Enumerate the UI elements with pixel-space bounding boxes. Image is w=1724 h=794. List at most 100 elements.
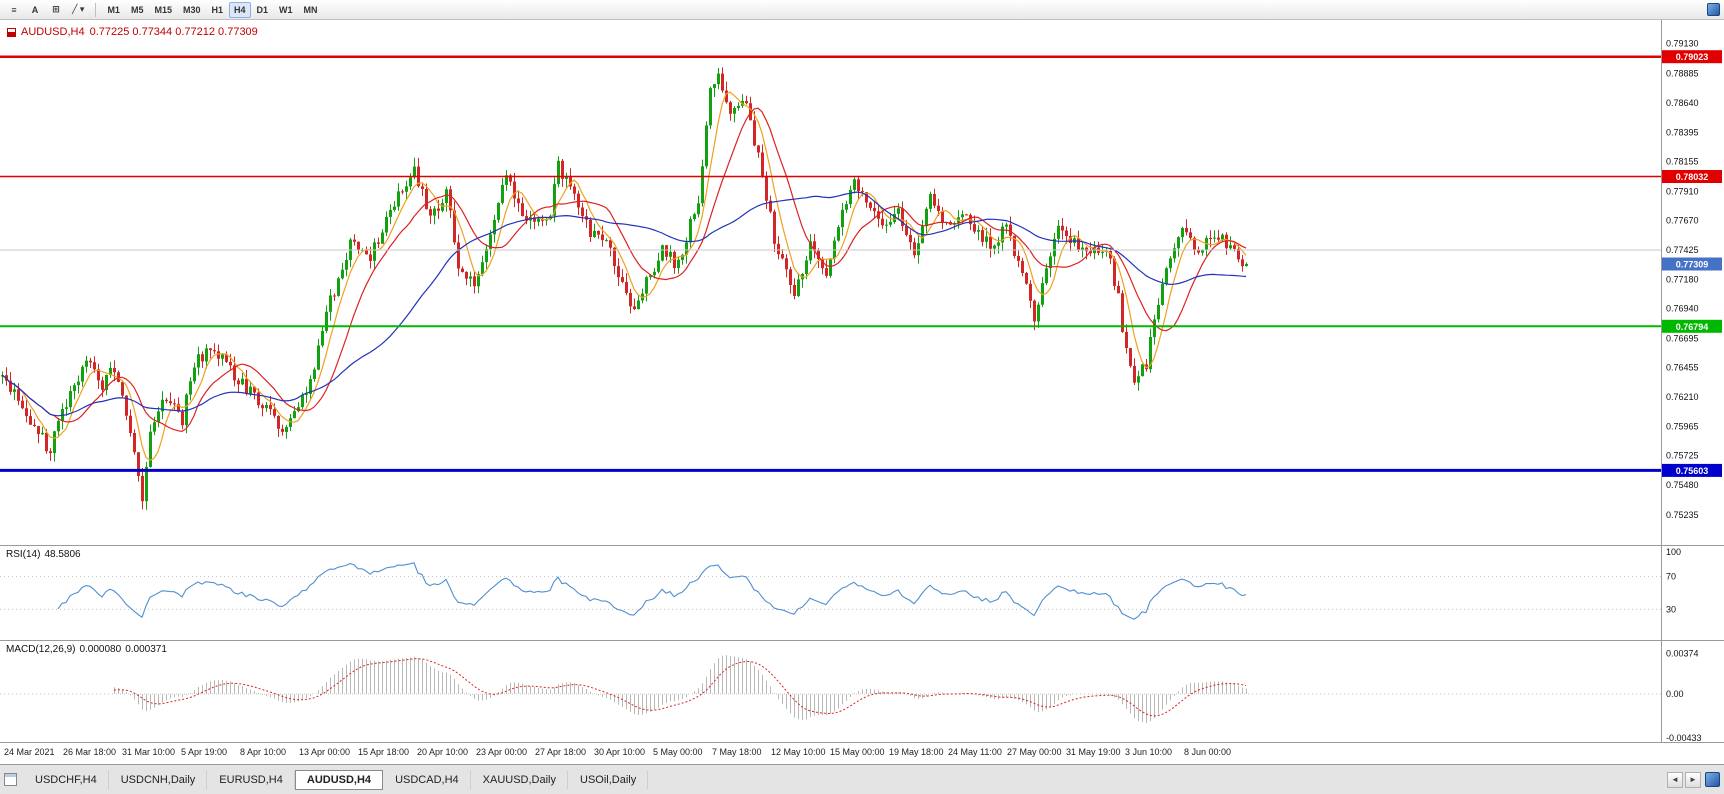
date-label: 8 Jun 00:00 (1184, 747, 1232, 757)
date-label: 5 Apr 19:00 (181, 747, 228, 757)
price-axis-label: 0.77180 (1666, 275, 1699, 285)
price-tag: 0.78032 (1662, 170, 1722, 183)
bottom-corner-icon[interactable] (1705, 772, 1720, 787)
price-tag: 0.77309 (1662, 257, 1722, 271)
price-axis-labels: 0.79130 0.78885 0.78640 0.78395 0.78155 0.779… (1666, 39, 1699, 520)
timeframe-mn[interactable]: MN (303, 4, 318, 15)
date-label: 23 Apr 00:00 (476, 747, 528, 757)
window-icon (4, 773, 17, 786)
price-tag: 0.79023 (1662, 50, 1722, 64)
tab-list: USDCHF,H4 USDCNH,Daily EURUSD,H4 AUDUSD,H4 U… (23, 769, 649, 790)
ma-line-6 (1, 91, 1247, 461)
price-axis-label: 0.76940 (1666, 304, 1699, 314)
main-chart-svg[interactable]: 0.79130 0.78885 0.78640 0.78395 0.78155 0.779… (0, 20, 1724, 545)
timeframe-h4[interactable]: H4 (229, 1, 251, 18)
price-axis-label: 0.78395 (1666, 128, 1699, 138)
timeframe-buttons: M1 M5 M15 M30 H1 H4 D1 W1 MN (102, 0, 322, 19)
toolbar-corner-icon[interactable] (1707, 3, 1720, 16)
text-tool-button[interactable]: A (31, 4, 39, 15)
timeframe-w1[interactable]: W1 (279, 4, 293, 15)
price-axis-label: 0.75725 (1666, 451, 1699, 461)
price-tag: 0.75603 (1662, 463, 1722, 477)
price-axis-label: 0.76210 (1666, 392, 1699, 402)
date-axis: 24 Mar 2021 26 Mar 18:00 31 Mar 10:00 5 Apr… (0, 743, 1724, 764)
tab-scroll-left-button[interactable]: ◄ (1667, 771, 1683, 788)
main-chart-area: 0.79130 0.78885 0.78640 0.78395 0.78155 0.779… (0, 20, 1724, 545)
price-axis-label: 0.78155 (1666, 157, 1699, 167)
svg-text:0.78032: 0.78032 (1676, 172, 1709, 182)
date-label: 24 Mar 2021 (4, 747, 55, 757)
macd-name: MACD(12,26,9) (6, 644, 76, 655)
date-label: 15 Apr 18:00 (358, 747, 410, 757)
price-axis-label: 0.76695 (1666, 333, 1699, 343)
date-label: 30 Apr 10:00 (594, 747, 646, 757)
price-tag: 0.76794 (1662, 319, 1722, 333)
date-label: 8 Apr 10:00 (240, 747, 287, 757)
price-axis-label: 0.75480 (1666, 480, 1699, 490)
macd-panel-separator (0, 640, 1724, 641)
draw-tool-button[interactable]: ╱ ▾ (72, 4, 85, 14)
date-label: 26 Mar 18:00 (63, 747, 117, 757)
date-label: 5 May 00:00 (653, 747, 703, 757)
date-label: 20 Apr 10:00 (417, 747, 469, 757)
date-axis-separator (0, 742, 1724, 743)
rsi-panel: 100 70 30 RSI(14) 48.5806 (0, 546, 1724, 640)
shapes-tool-button[interactable]: ⊞ (52, 4, 60, 14)
date-label: 7 May 18:00 (712, 747, 762, 757)
date-label: 24 May 11:00 (948, 747, 1002, 757)
tab-xauusd-daily[interactable]: XAUUSD,Daily (471, 769, 568, 790)
macd-axis-label: 0.00374 (1666, 649, 1699, 659)
date-label: 12 May 10:00 (771, 747, 826, 757)
date-label: 27 Apr 18:00 (535, 747, 587, 757)
price-axis-label: 0.75965 (1666, 422, 1699, 432)
tab-usdchf-h4[interactable]: USDCHF,H4 (23, 769, 109, 790)
rsi-svg[interactable]: 100 70 30 (0, 546, 1724, 640)
tab-scroll-right-button[interactable]: ► (1685, 771, 1701, 788)
rsi-axis-label: 30 (1666, 604, 1676, 614)
date-label: 19 May 18:00 (889, 747, 944, 757)
timeframe-m15[interactable]: M15 (154, 4, 172, 15)
rsi-line (57, 562, 1247, 620)
tab-audusd-h4[interactable]: AUDUSD,H4 (294, 769, 384, 790)
toolbar-separator (95, 2, 97, 17)
timeframe-d1[interactable]: D1 (256, 4, 269, 15)
rsi-value: 48.5806 (44, 549, 81, 560)
rsi-name: RSI(14) (6, 549, 41, 560)
svg-text:0.75603: 0.75603 (1676, 466, 1709, 476)
bottom-tab-bar: USDCHF,H4 USDCNH,Daily EURUSD,H4 AUDUSD,H4 U… (0, 764, 1724, 794)
price-axis-label: 0.79130 (1666, 39, 1699, 49)
chart-title: AUDUSD,H4 0.77225 0.77344 0.77212 0.7730… (7, 26, 258, 38)
timeframe-m1[interactable]: M1 (107, 4, 120, 15)
timeframe-m30[interactable]: M30 (182, 4, 201, 15)
charts-list-icon[interactable]: ≡ (11, 4, 17, 15)
ma-line-40 (1, 191, 1247, 417)
macd-svg[interactable]: 0.00374 0.00 -0.00433 (0, 641, 1724, 742)
price-axis-label: 0.76455 (1666, 362, 1699, 372)
price-axis-label: 0.77425 (1666, 245, 1699, 255)
toolbar-tools: ≡ A ⊞ ╱ ▾ (4, 0, 89, 19)
rsi-axis-label: 100 (1666, 547, 1681, 557)
tab-usdcad-h4[interactable]: USDCAD,H4 (383, 769, 471, 790)
tab-usdcnh-daily[interactable]: USDCNH,Daily (109, 769, 208, 790)
svg-text:0.76794: 0.76794 (1676, 322, 1709, 332)
date-label: 13 Apr 00:00 (299, 747, 351, 757)
svg-text:0.79023: 0.79023 (1676, 52, 1709, 62)
macd-value-2: 0.000371 (125, 644, 167, 655)
date-label: 27 May 00:00 (1007, 747, 1062, 757)
timeframe-m5[interactable]: M5 (130, 4, 144, 15)
top-toolbar: ≡ A ⊞ ╱ ▾ M1 M5 M15 M30 H1 H4 D1 W1 MN (0, 0, 1724, 20)
price-axis-label: 0.77670 (1666, 215, 1699, 225)
timeframe-h1[interactable]: H1 (211, 4, 224, 15)
chart-symbol-icon (7, 27, 16, 37)
macd-label: MACD(12,26,9) 0.000080 0.000371 (6, 644, 171, 655)
macd-histogram (114, 655, 1247, 724)
date-label: 31 May 19:00 (1066, 747, 1121, 757)
price-axis-label: 0.78640 (1666, 98, 1699, 108)
candlestick-series (1, 67, 1248, 510)
tab-usoil-daily[interactable]: USOil,Daily (568, 769, 649, 790)
rsi-label: RSI(14) 48.5806 (6, 549, 85, 560)
tab-eurusd-h4[interactable]: EURUSD,H4 (207, 769, 295, 790)
macd-value-1: 0.000080 (79, 644, 122, 655)
date-label: 15 May 00:00 (830, 747, 885, 757)
macd-axis-label: 0.00 (1666, 689, 1684, 699)
